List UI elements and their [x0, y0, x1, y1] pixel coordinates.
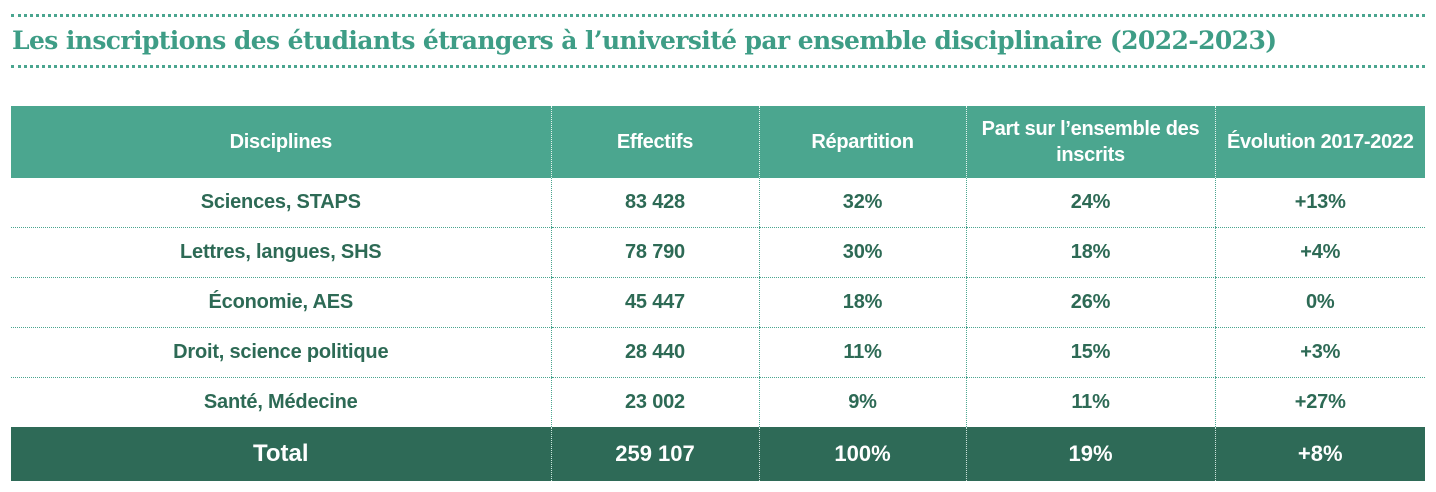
table-header: Disciplines Effectifs Répartition Part s… — [11, 106, 1425, 178]
cell-repartition: 9% — [758, 377, 966, 427]
cell-effectifs: 23 002 — [550, 377, 759, 427]
header-effectifs: Effectifs — [550, 106, 759, 178]
cell-evolution: +3% — [1214, 327, 1425, 378]
total-row: Total 259 107 100% 19% +8% — [11, 427, 1425, 481]
total-label: Total — [11, 427, 551, 481]
page-title: Les inscriptions des étudiants étrangers… — [12, 26, 1277, 55]
total-effectifs: 259 107 — [550, 427, 759, 481]
header-evolution: Évolution 2017-2022 — [1214, 106, 1425, 178]
header-repartition: Répartition — [758, 106, 966, 178]
cell-repartition: 30% — [758, 227, 966, 278]
cell-discipline: Sciences, STAPS — [11, 178, 551, 228]
cell-part: 18% — [965, 227, 1215, 278]
header-part: Part sur l’ensemble des inscrits — [965, 106, 1215, 178]
cell-discipline: Santé, Médecine — [203, 391, 358, 413]
cell-effectifs: 28 440 — [550, 327, 759, 378]
cell-part: 11% — [965, 377, 1215, 427]
total-repartition: 100% — [758, 427, 966, 481]
table-row: Économie, AES 45 447 18% 26% 0% — [11, 277, 1425, 328]
cell-discipline: Droit, science politique — [11, 327, 551, 378]
cell-discipline: Économie, AES — [11, 277, 551, 328]
cell-repartition: 11% — [758, 327, 966, 378]
cell-repartition: 32% — [758, 178, 966, 228]
cell-evolution: 0% — [1214, 277, 1425, 328]
top-dotted-rule — [11, 14, 1425, 17]
table-row: Santé, Médecine 23 002 9% 11% +27% — [11, 377, 1425, 427]
cell-effectifs: 78 790 — [550, 227, 759, 278]
title-block: Les inscriptions des étudiants étrangers… — [11, 14, 1425, 68]
total-part: 19% — [965, 427, 1215, 481]
cell-effectifs: 83 428 — [550, 178, 759, 228]
cell-evolution: +13% — [1214, 178, 1425, 228]
cell-repartition: 18% — [758, 277, 966, 328]
table-row: Sciences, STAPS 83 428 32% 24% +13% — [11, 178, 1425, 228]
cell-discipline: Lettres, langues, SHS — [11, 227, 551, 278]
total-evolution: +8% — [1214, 427, 1425, 481]
header-disciplines: Disciplines — [11, 106, 551, 178]
cell-part: 26% — [965, 277, 1215, 328]
table-row: Droit, science politique 28 440 11% 15% … — [11, 327, 1425, 378]
table-footer: Total 259 107 100% 19% +8% — [11, 427, 1425, 481]
disciplines-table: Disciplines Effectifs Répartition Part s… — [11, 106, 1425, 481]
header-row: Disciplines Effectifs Répartition Part s… — [11, 106, 1425, 178]
cell-part: 24% — [965, 178, 1215, 228]
table-body: Sciences, STAPS 83 428 32% 24% +13% Lett… — [11, 178, 1425, 427]
cell-part: 15% — [965, 327, 1215, 378]
bottom-dotted-rule — [11, 65, 1425, 68]
cell-effectifs: 45 447 — [550, 277, 759, 328]
cell-evolution: +27% — [1214, 377, 1425, 427]
cell-evolution: +4% — [1214, 227, 1425, 278]
table-row: Lettres, langues, SHS 78 790 30% 18% +4% — [11, 227, 1425, 278]
